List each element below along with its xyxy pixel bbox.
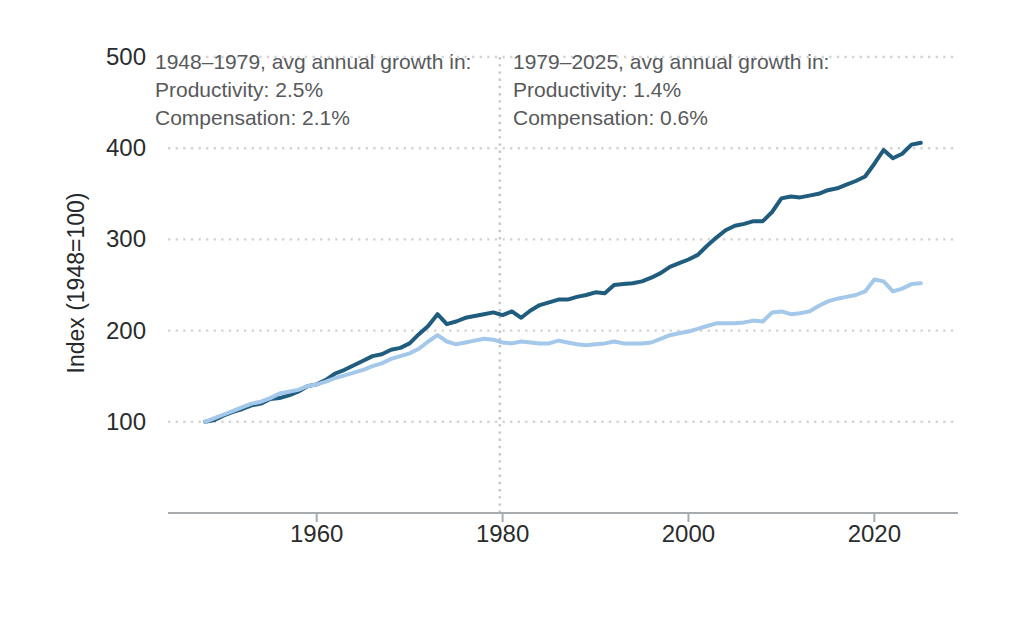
x-tick-label: 2020 [848,520,901,547]
y-tick-label: 100 [106,408,146,435]
y-tick-label: 300 [106,225,146,252]
annotation-title: 1948–1979, avg annual growth in: [155,48,471,76]
y-axis-title: Index (1948=100) [63,143,91,423]
productivity-pay-chart: 100 200 300 400 500 1960 1980 2000 2020 Index (1… [0,0,1024,641]
y-tick-label: 200 [106,317,146,344]
y-tick-label: 400 [106,134,146,161]
y-tick-label: 500 [106,43,146,70]
annotation-compensation-growth: Compensation: 0.6% [513,104,829,132]
annotation-title: 1979–2025, avg annual growth in: [513,48,829,76]
annotation-compensation-growth: Compensation: 2.1% [155,104,471,132]
x-tick-label: 2000 [662,520,715,547]
x-tick-label: 1960 [290,520,343,547]
x-tick-label: 1980 [476,520,529,547]
annotation-productivity-growth: Productivity: 1.4% [513,76,829,104]
annotation-productivity-growth: Productivity: 2.5% [155,76,471,104]
series-line-productivity [205,143,921,422]
chart-canvas: 100 200 300 400 500 1960 1980 2000 2020 [0,0,1024,641]
annotation-period-1979-2025: 1979–2025, avg annual growth in: Product… [513,48,829,132]
annotation-period-1948-1979: 1948–1979, avg annual growth in: Product… [155,48,471,132]
